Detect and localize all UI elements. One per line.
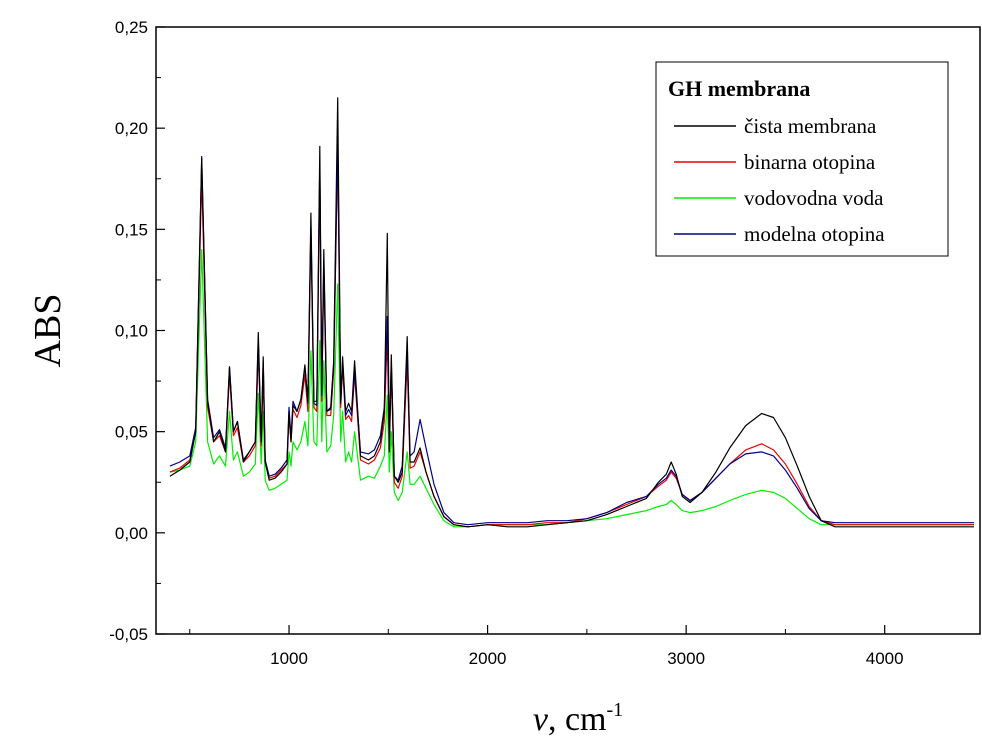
x-tick-label: 2000 — [469, 649, 507, 668]
ticks-layer — [156, 26, 886, 635]
legend: GH membrana čista membrana binarna otopin… — [655, 61, 949, 257]
x-axis-title-unit: , cm — [548, 701, 607, 738]
x-axis-title-main: ν — [533, 701, 549, 738]
series-layer — [169, 97, 974, 528]
legend-box — [655, 61, 949, 257]
y-tick-label: 0,10 — [115, 322, 148, 341]
y-tick-label: 0,25 — [115, 18, 148, 37]
y-tick-label: 0,00 — [115, 524, 148, 543]
series-line-1 — [169, 97, 974, 528]
x-axis-title-superscript: -1 — [606, 699, 623, 721]
y-tick-label: 0,15 — [115, 220, 148, 239]
legend-label-1: čista membrana — [744, 114, 877, 138]
y-tick-label: 0,05 — [115, 423, 148, 442]
x-tick-label: 4000 — [866, 649, 904, 668]
legend-title: GH membrana — [668, 76, 810, 101]
y-tick-label: -0,05 — [109, 625, 148, 644]
legend-label-2: binarna otopina — [744, 150, 876, 174]
x-axis-title: ν, cm-1 — [533, 699, 623, 738]
legend-label-4: modelna otopina — [744, 222, 885, 246]
tick-labels-layer: -0,05 0,00 0,05 0,10 0,15 0,20 0,25 1000 2000 300… — [109, 18, 903, 668]
x-tick-label: 1000 — [270, 649, 308, 668]
y-tick-label: 0,20 — [115, 119, 148, 138]
x-tick-label: 3000 — [667, 649, 705, 668]
y-axis-title: ABS — [27, 294, 69, 368]
legend-items: čista membrana binarna otopina vodovodna v… — [674, 114, 885, 246]
series-line-3 — [169, 249, 974, 528]
legend-label-3: vodovodna voda — [744, 186, 884, 210]
